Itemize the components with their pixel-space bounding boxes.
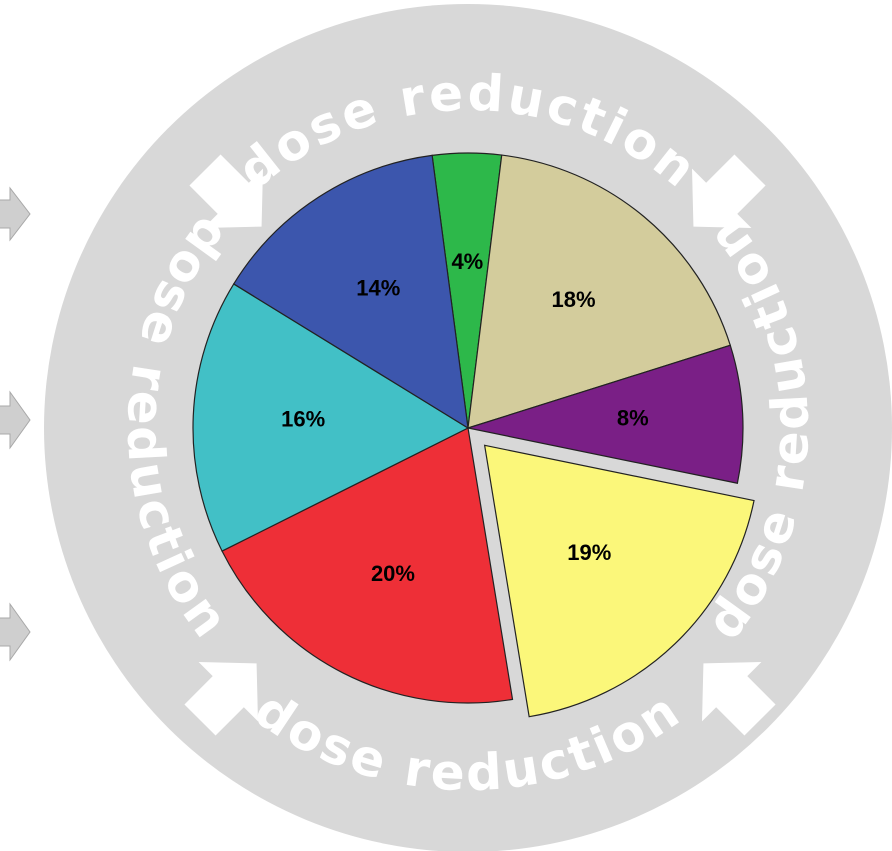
side-arrow <box>0 390 31 450</box>
ring-arrows <box>184 154 776 736</box>
slice-label: 18% <box>552 287 596 312</box>
pie-slice <box>465 344 744 484</box>
side-arrow <box>0 186 31 242</box>
pie-slice <box>221 427 514 704</box>
slice-label: 20% <box>371 561 415 586</box>
slice-label: 14% <box>356 275 400 300</box>
pie-slice <box>483 444 755 718</box>
pie-slice <box>192 283 470 552</box>
arrow <box>184 662 258 736</box>
arrow <box>702 662 776 736</box>
slice-label: 4% <box>451 249 483 274</box>
arrow <box>189 154 263 228</box>
side-arrow <box>0 602 31 662</box>
pie-slice <box>467 154 732 429</box>
pie-slice <box>232 154 469 430</box>
slice-label: 19% <box>567 540 611 565</box>
arrow <box>692 154 766 228</box>
side-arrows <box>0 186 31 662</box>
slice-label: 16% <box>281 407 325 432</box>
slice-label: 8% <box>617 405 649 430</box>
pie: 4% 18% 8% 19% 20% 16% 14% <box>192 152 755 718</box>
